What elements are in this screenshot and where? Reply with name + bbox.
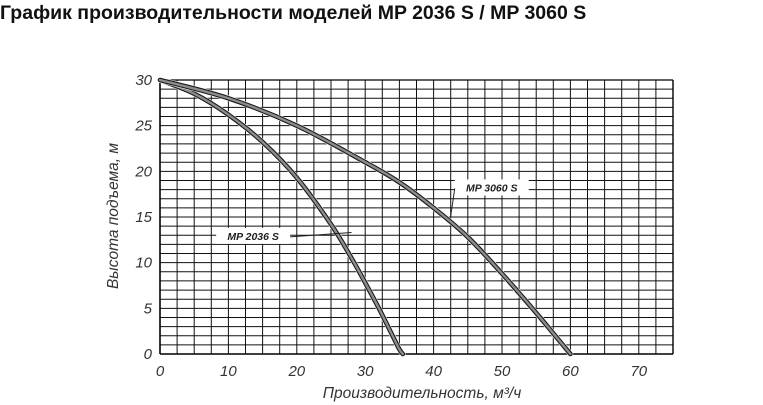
tick-labels: 0 10 20 30 40 50 60 70 0 5 10 15 20 25 30 [134, 72, 647, 380]
x-tick-label: 50 [494, 363, 511, 380]
annotation-leader-mp-3060-s [450, 188, 456, 217]
series-label-mp-2036-s: MP 2036 S [227, 231, 279, 243]
x-tick-label: 0 [156, 363, 165, 380]
x-tick-label: 20 [287, 363, 305, 380]
axes [159, 79, 674, 355]
series-line-mp-3060-s [158, 78, 572, 356]
annotations: MP 2036 S MP 3060 S [216, 179, 529, 244]
annotation-leader-mp-2036-s [290, 232, 352, 238]
annotation-bg-mp-3060-s [454, 179, 529, 196]
x-tick-label: 10 [220, 363, 237, 380]
annotation-bg-mp-2036-s [216, 227, 291, 244]
x-tick-label: 30 [357, 363, 374, 380]
series-lines [157, 77, 574, 357]
series-line-mp-2036-s [158, 78, 405, 356]
x-tick-label: 40 [425, 363, 442, 380]
y-tick-label: 15 [135, 209, 152, 226]
y-tick-label: 0 [144, 346, 153, 363]
grid [160, 80, 673, 354]
series-label-mp-3060-s: MP 3060 S [466, 182, 518, 194]
y-tick-label: 20 [134, 163, 152, 180]
y-tick-label: 30 [135, 72, 152, 89]
x-tick-label: 60 [562, 363, 579, 380]
y-tick-label: 25 [134, 118, 152, 135]
y-axis-title: Высота подъема, м [105, 143, 122, 289]
x-tick-label: 70 [630, 363, 647, 380]
y-tick-label: 10 [135, 255, 152, 272]
chart-title: График производительности моделей MP 203… [0, 2, 587, 24]
x-axis-title: Производительность, м³/ч [323, 385, 521, 402]
y-tick-label: 5 [144, 300, 153, 317]
